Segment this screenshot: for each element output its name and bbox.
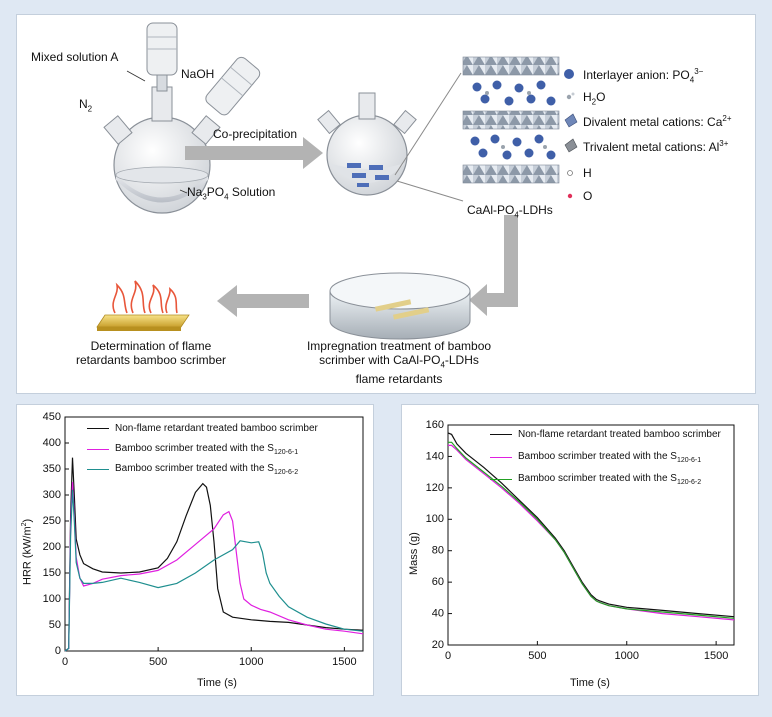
divalent-cation-icon	[564, 113, 578, 128]
legend-hydrogen: H	[583, 166, 592, 180]
hrr-xtick-label: 1500	[332, 656, 356, 668]
mass-legend-swatch-1	[490, 457, 512, 458]
mass-ytick-label: 40	[432, 607, 444, 619]
mass-xtick-label: 500	[528, 650, 546, 662]
mass-ytick-label: 140	[426, 450, 444, 462]
mass-legend-swatch-2	[490, 479, 512, 480]
hrr-ytick-label: 350	[43, 463, 61, 475]
hrr-ytick-label: 0	[55, 645, 61, 657]
impregnation-caption: Impregnation treatment of bamboo scrimbe…	[306, 339, 492, 387]
ldh-label: CaAl-PO4-LDHs	[467, 203, 553, 220]
legend-interlayer-anion: Interlayer anion: PO43−	[583, 67, 704, 85]
oxygen-atom-icon	[567, 193, 573, 199]
mass-legend-swatch-0	[490, 434, 512, 435]
dropping-funnel-icon	[146, 22, 178, 92]
hrr-legend-item-0: Non-flame retardant treated bamboo scrim…	[87, 423, 318, 434]
mass-series-line-0	[447, 432, 735, 618]
hrr-chart-panel: 0 500 1000 1500 0 50 100 150 200 250 300 350 400 450 …	[16, 404, 374, 696]
trivalent-cation-icon	[564, 138, 578, 153]
process-arrow-down-icon	[469, 215, 518, 316]
hrr-xlabel: Time (s)	[197, 677, 237, 689]
mass-ytick-label: 60	[432, 576, 444, 588]
burning-bamboo-board-icon	[96, 280, 190, 331]
process-arrow-left-icon	[217, 285, 309, 317]
hrr-ytick-label: 300	[43, 489, 61, 501]
reaction-flask-icon	[103, 86, 221, 214]
mass-legend-item-0: Non-flame retardant treated bamboo scrim…	[490, 429, 721, 440]
hrr-ytick-label: 150	[43, 567, 61, 579]
hrr-legend-item-2: Bamboo scrimber treated with the S120-6-…	[87, 463, 298, 476]
mass-xtick-label: 1000	[615, 650, 639, 662]
mixed-solution-label: Mixed solution A	[31, 50, 119, 64]
mass-ytick-label: 100	[426, 513, 444, 525]
legend-divalent: Divalent metal cations: Ca2+	[583, 114, 732, 129]
hrr-xtick-label: 0	[62, 656, 68, 668]
mass-ytick-label: 20	[432, 639, 444, 651]
hrr-series-line-1	[64, 481, 364, 652]
mass-legend-item-2: Bamboo scrimber treated with the S120-6-…	[490, 473, 701, 486]
mass-ytick-label: 120	[426, 482, 444, 494]
hrr-series-line-0	[64, 457, 364, 652]
legend-oxygen: O	[583, 189, 593, 203]
mass-xlabel: Time (s)	[570, 677, 610, 689]
water-molecule-icon	[566, 92, 575, 100]
hrr-ytick-label: 50	[49, 619, 61, 631]
hrr-ytick-label: 400	[43, 437, 61, 449]
coprecipitation-label: Co-precipitation	[213, 127, 298, 141]
mass-chart: 0 500 1000 1500 20 40 60 80 100 120 140 160	[426, 419, 735, 662]
coprecipitation-arrow-icon	[185, 137, 323, 169]
hrr-ytick-label: 250	[43, 515, 61, 527]
synthesis-schematic-panel: Mixed solution A NaOH N2 Na3PO4 Solution…	[16, 14, 756, 394]
hrr-plot-frame	[64, 416, 364, 652]
naoh-label: NaOH	[181, 67, 215, 81]
hrr-ytick-label: 100	[43, 593, 61, 605]
mass-series-line-2	[448, 441, 735, 619]
n2-label: N2	[79, 97, 93, 114]
mass-xtick-label: 0	[445, 650, 451, 662]
interlayer-anion-icon	[564, 69, 574, 79]
mass-ylabel: Mass (g)	[408, 532, 420, 575]
hrr-legend-swatch-0	[87, 428, 109, 429]
mass-ytick-label: 160	[426, 419, 444, 431]
hrr-xtick-label: 1000	[239, 656, 263, 668]
ldh-structure-icon	[462, 56, 560, 184]
mass-plot-frame	[447, 424, 735, 646]
legend-water: H2O	[583, 90, 606, 107]
mass-legend-item-1: Bamboo scrimber treated with the S120-6-…	[490, 451, 701, 464]
hrr-xtick-label: 500	[149, 656, 167, 668]
hydrogen-atom-icon	[567, 170, 573, 176]
hrr-series-line-2	[64, 489, 364, 652]
ldh-flask-icon	[317, 92, 417, 196]
mass-ytick-label: 80	[432, 545, 444, 557]
hrr-ytick-label: 200	[43, 541, 61, 553]
mass-chart-panel: 0 500 1000 1500 20 40 60 80 100 120 140 160 Non-fla…	[401, 404, 759, 696]
schematic-drawing	[96, 22, 578, 340]
legend-trivalent: Trivalent metal cations: Al3+	[583, 139, 729, 154]
impregnation-dish-icon	[329, 272, 471, 340]
determination-caption: Determination of flame retardants bamboo…	[75, 339, 227, 367]
hrr-legend-swatch-1	[87, 449, 109, 450]
hrr-ytick-label: 450	[43, 411, 61, 423]
na3po4-label: Na3PO4 Solution	[187, 185, 276, 202]
hrr-legend-swatch-2	[87, 469, 109, 470]
hrr-legend-item-1: Bamboo scrimber treated with the S120-6-…	[87, 443, 298, 456]
hrr-ylabel: HRR (kW/m2)	[21, 518, 34, 585]
mass-xtick-label: 1500	[704, 650, 728, 662]
hrr-chart: 0 500 1000 1500 0 50 100 150 200 250 300 350 400 450	[43, 411, 364, 668]
naoh-funnel-icon	[205, 56, 261, 116]
